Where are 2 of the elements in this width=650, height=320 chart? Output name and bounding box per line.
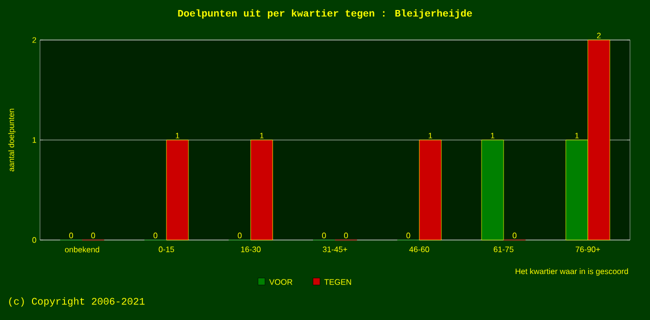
chart-title: Doelpunten uit per kwartier tegen : Bleijerheijde [178,9,472,19]
text: (c) Copyright 2006-2021 [9,297,145,307]
